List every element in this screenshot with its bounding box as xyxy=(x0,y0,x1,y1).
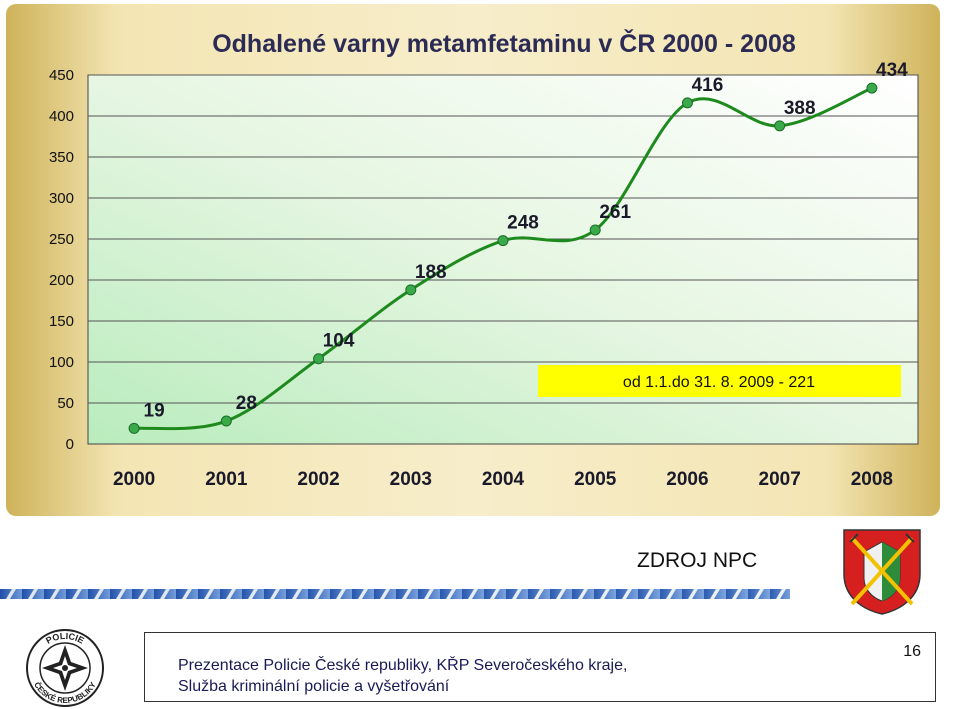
x-axis: 2000 2001 2002 2003 2004 2005 2006 2007 2008 xyxy=(113,469,893,490)
data-label: 416 xyxy=(692,75,724,96)
police-star-logo-icon: POLICIE ČESKÉ REPUBLIKY xyxy=(26,629,104,707)
y-tick-label: 150 xyxy=(49,313,74,330)
y-tick-label: 0 xyxy=(66,436,74,453)
x-tick-label: 2003 xyxy=(390,469,432,490)
data-points xyxy=(128,82,878,434)
data-point xyxy=(497,235,509,247)
y-tick-label: 450 xyxy=(49,67,74,84)
data-labels: 19 28 104 188 248 261 416 388 434 xyxy=(144,60,909,421)
y-tick-label: 300 xyxy=(49,190,74,207)
data-label: 261 xyxy=(599,202,631,223)
data-point xyxy=(313,353,325,365)
y-axis: 0 50 100 150 200 250 300 350 400 450 xyxy=(49,67,74,453)
data-label: 19 xyxy=(144,400,165,421)
data-label: 188 xyxy=(415,262,447,283)
data-label: 388 xyxy=(784,98,816,119)
decorative-stripe xyxy=(0,589,790,599)
data-point xyxy=(128,422,140,434)
footer-title: Prezentace Policie České republiky, KŘP … xyxy=(178,657,628,674)
y-tick-label: 50 xyxy=(57,395,74,412)
x-tick-label: 2005 xyxy=(574,469,617,490)
data-label: 28 xyxy=(236,393,257,414)
source-label: ZDROJ NPC xyxy=(637,549,758,572)
data-label: 248 xyxy=(507,213,539,234)
y-tick-label: 200 xyxy=(49,272,74,289)
x-tick-label: 2000 xyxy=(113,469,155,490)
x-tick-label: 2007 xyxy=(759,469,801,490)
regional-coat-of-arms-icon xyxy=(843,529,921,615)
gridlines xyxy=(88,74,918,404)
x-tick-label: 2006 xyxy=(666,469,708,490)
y-tick-label: 250 xyxy=(49,231,74,248)
x-tick-label: 2004 xyxy=(482,469,525,490)
footer-subtitle: Služba kriminální policie a vyšetřování xyxy=(178,678,450,695)
annotation-text: od 1.1.do 31. 8. 2009 - 221 xyxy=(623,374,815,391)
data-point xyxy=(589,224,601,236)
data-point xyxy=(220,415,232,427)
data-point xyxy=(681,97,693,109)
data-label: 104 xyxy=(323,331,355,352)
data-point xyxy=(774,120,786,132)
footer: Prezentace Policie České republiky, KŘP … xyxy=(144,632,936,702)
y-tick-label: 350 xyxy=(49,149,74,166)
data-point xyxy=(405,284,417,296)
svg-text:POLICIE: POLICIE xyxy=(44,631,86,646)
x-tick-label: 2001 xyxy=(205,469,248,490)
data-point xyxy=(866,82,878,94)
chart: Odhalené varny metamfetaminu v ČR 2000 -… xyxy=(49,28,919,490)
x-tick-label: 2008 xyxy=(851,469,893,490)
x-tick-label: 2002 xyxy=(297,469,339,490)
annotation-box xyxy=(538,365,901,397)
chart-title: Odhalené varny metamfetaminu v ČR 2000 -… xyxy=(212,28,796,58)
data-label: 434 xyxy=(876,60,908,81)
y-tick-label: 100 xyxy=(49,354,74,371)
page-number: 16 xyxy=(903,643,921,660)
y-tick-label: 400 xyxy=(49,108,74,125)
